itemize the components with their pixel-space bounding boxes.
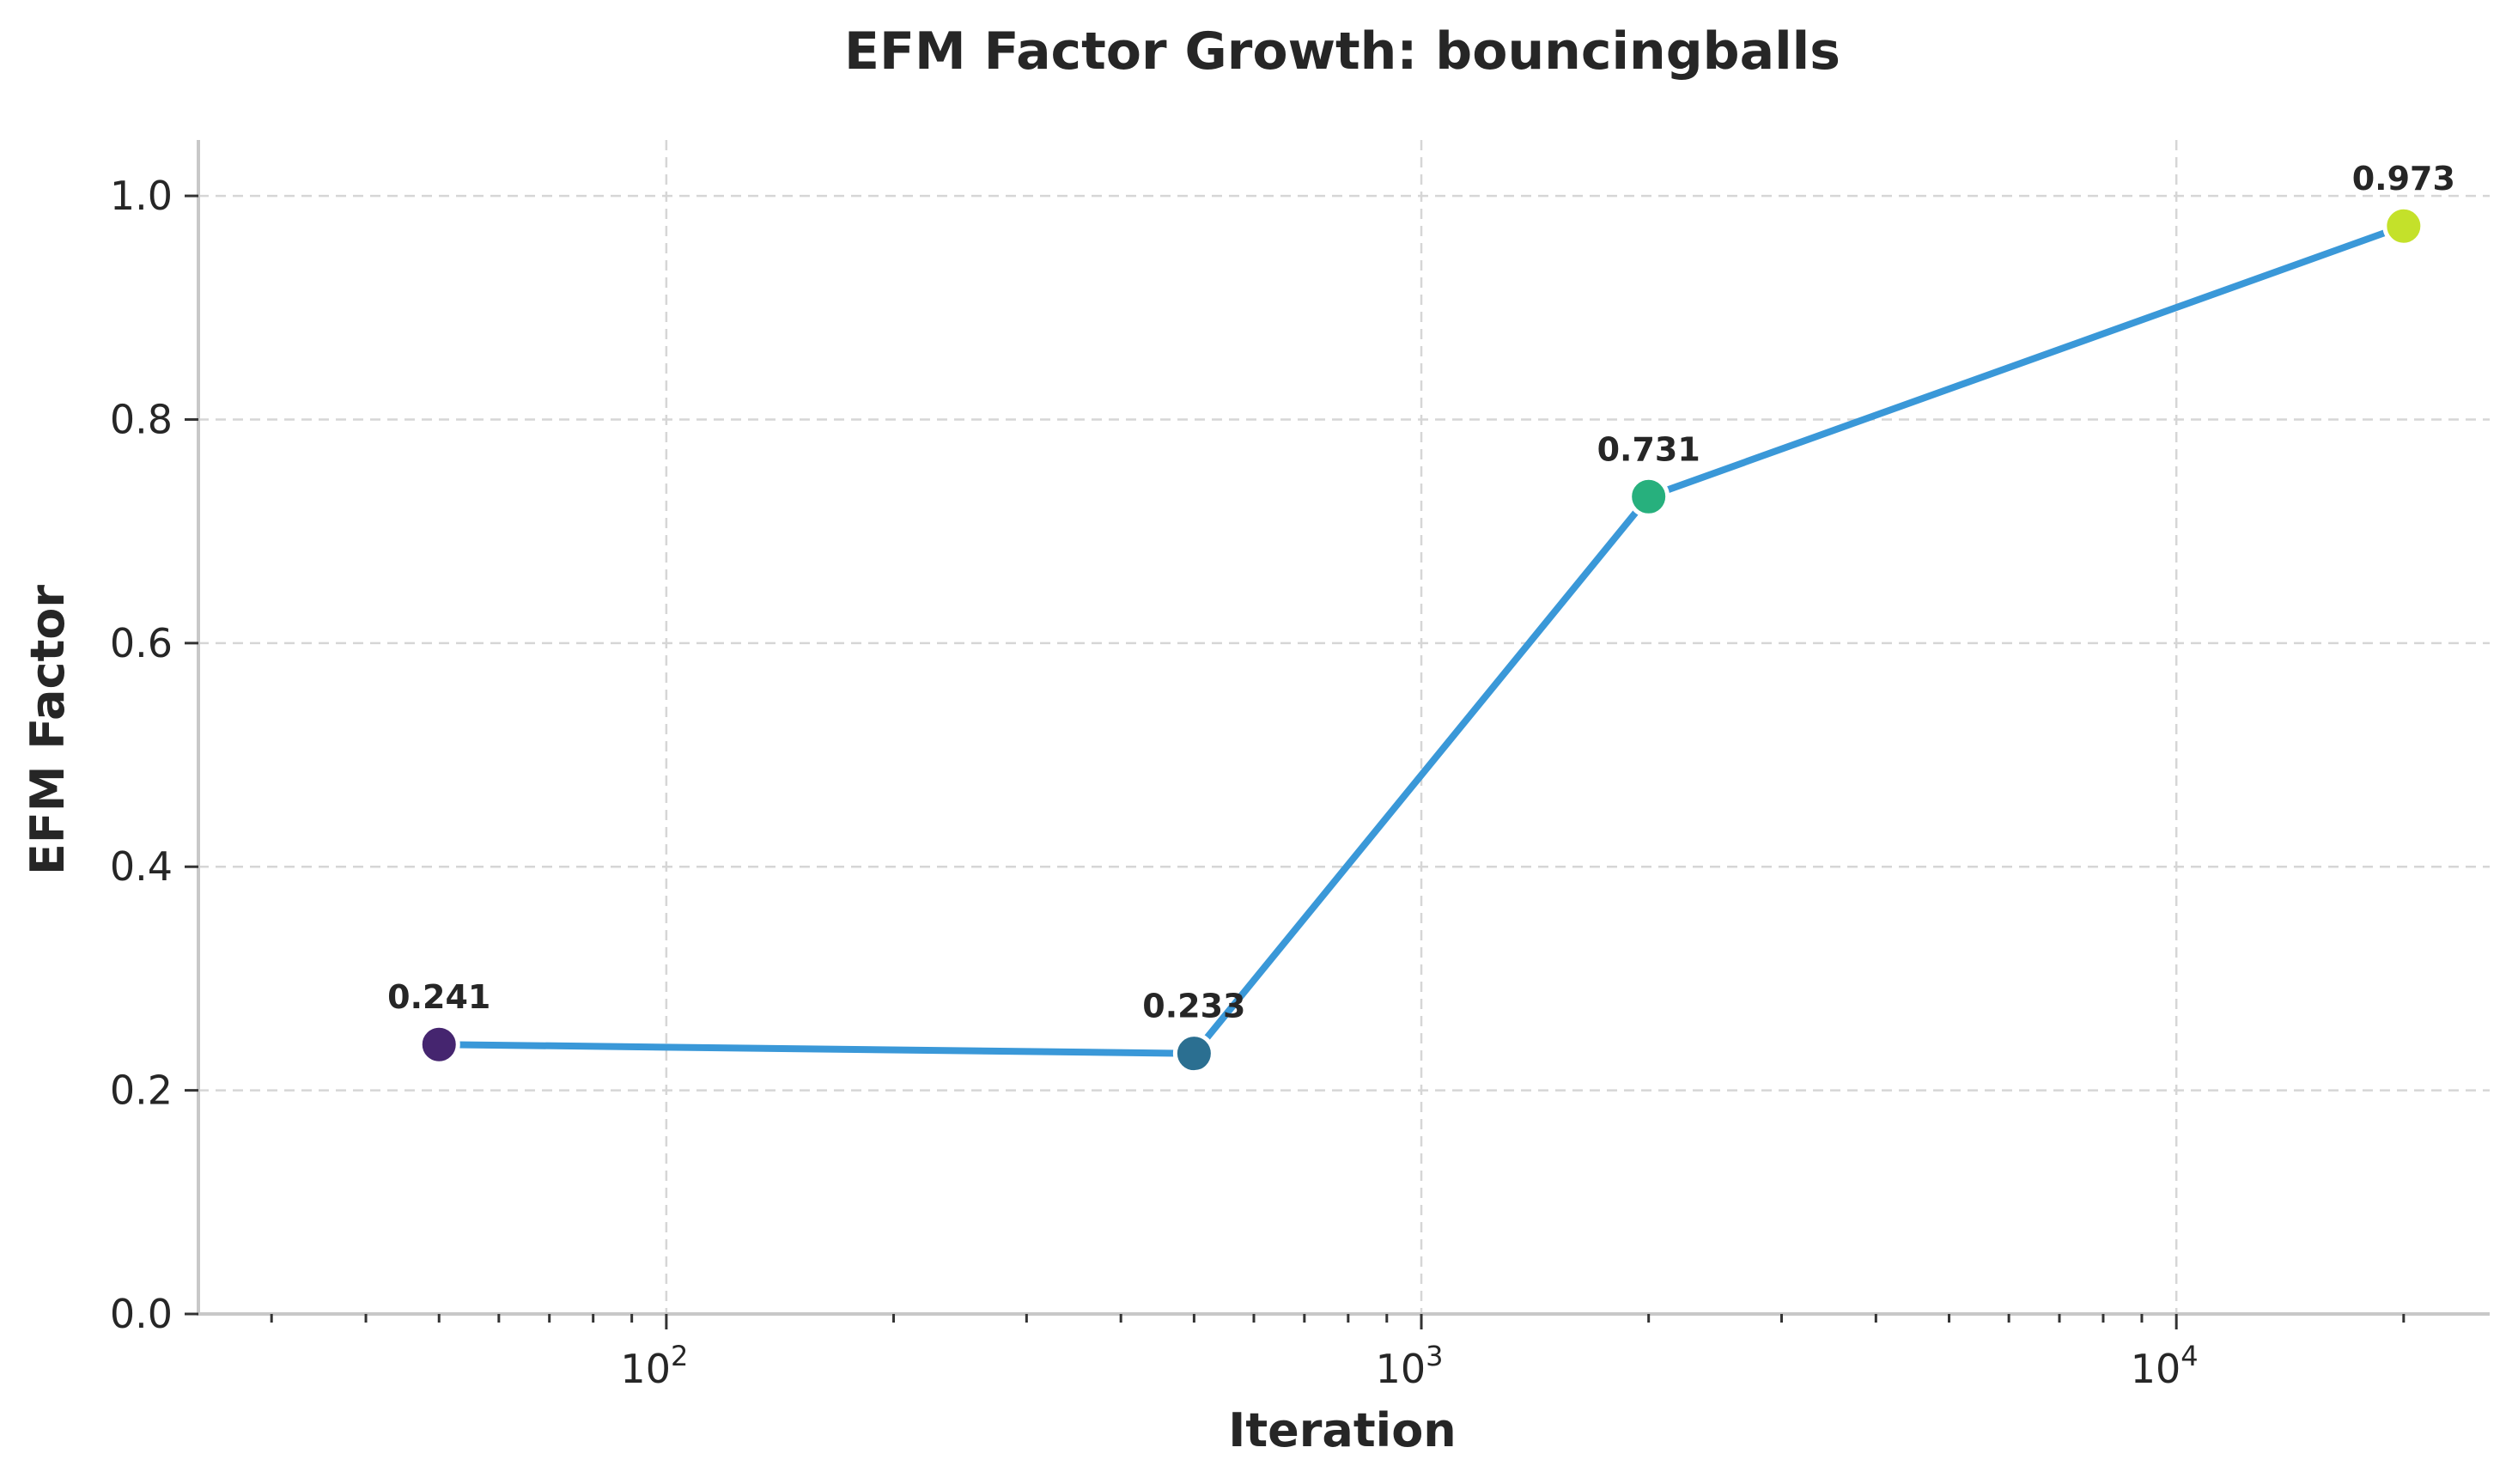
data-point — [417, 1023, 460, 1066]
data-label: 0.731 — [1597, 430, 1700, 468]
x-tick-label: 103 — [1376, 1340, 1444, 1392]
y-tick-label: 0.8 — [110, 396, 173, 442]
data-label: 0.241 — [387, 978, 490, 1016]
data-label: 0.973 — [2352, 160, 2455, 198]
x-tick-exponent: 4 — [2181, 1340, 2198, 1372]
grid — [198, 140, 2490, 1314]
x-tick-exponent: 3 — [1426, 1340, 1443, 1372]
data-point — [2382, 204, 2425, 247]
series-line — [435, 222, 2407, 1057]
data-point — [1172, 1032, 1215, 1075]
y-tick-label: 0.2 — [110, 1067, 173, 1114]
y-tick-label: 1.0 — [110, 173, 173, 219]
x-tick-label: 102 — [620, 1340, 688, 1392]
data-point — [1627, 475, 1670, 518]
series: 0.241 0.233 0.731 0.973 — [387, 160, 2455, 1075]
data-label: 0.233 — [1142, 988, 1245, 1025]
axes-spines — [197, 140, 2490, 1316]
x-tick-label: 104 — [2131, 1340, 2199, 1392]
x-tick-base: 10 — [1376, 1346, 1426, 1392]
x-tick-exponent: 2 — [671, 1340, 688, 1372]
x-tick-base: 10 — [2131, 1346, 2181, 1392]
y-axis-ticks: 0.0 0.2 0.4 0.6 0.8 1.0 — [110, 173, 198, 1337]
chart-title: EFM Factor Growth: bouncingballs — [844, 21, 1840, 82]
x-tick-base: 10 — [620, 1346, 671, 1392]
y-tick-label: 0.4 — [110, 843, 173, 890]
x-axis-label: Iteration — [1228, 1403, 1456, 1457]
y-axis-label: EFM Factor — [21, 585, 75, 875]
x-axis-ticks: 102 103 104 — [270, 1314, 2406, 1392]
y-tick-label: 0.6 — [110, 620, 173, 666]
y-tick-label: 0.0 — [110, 1291, 173, 1337]
